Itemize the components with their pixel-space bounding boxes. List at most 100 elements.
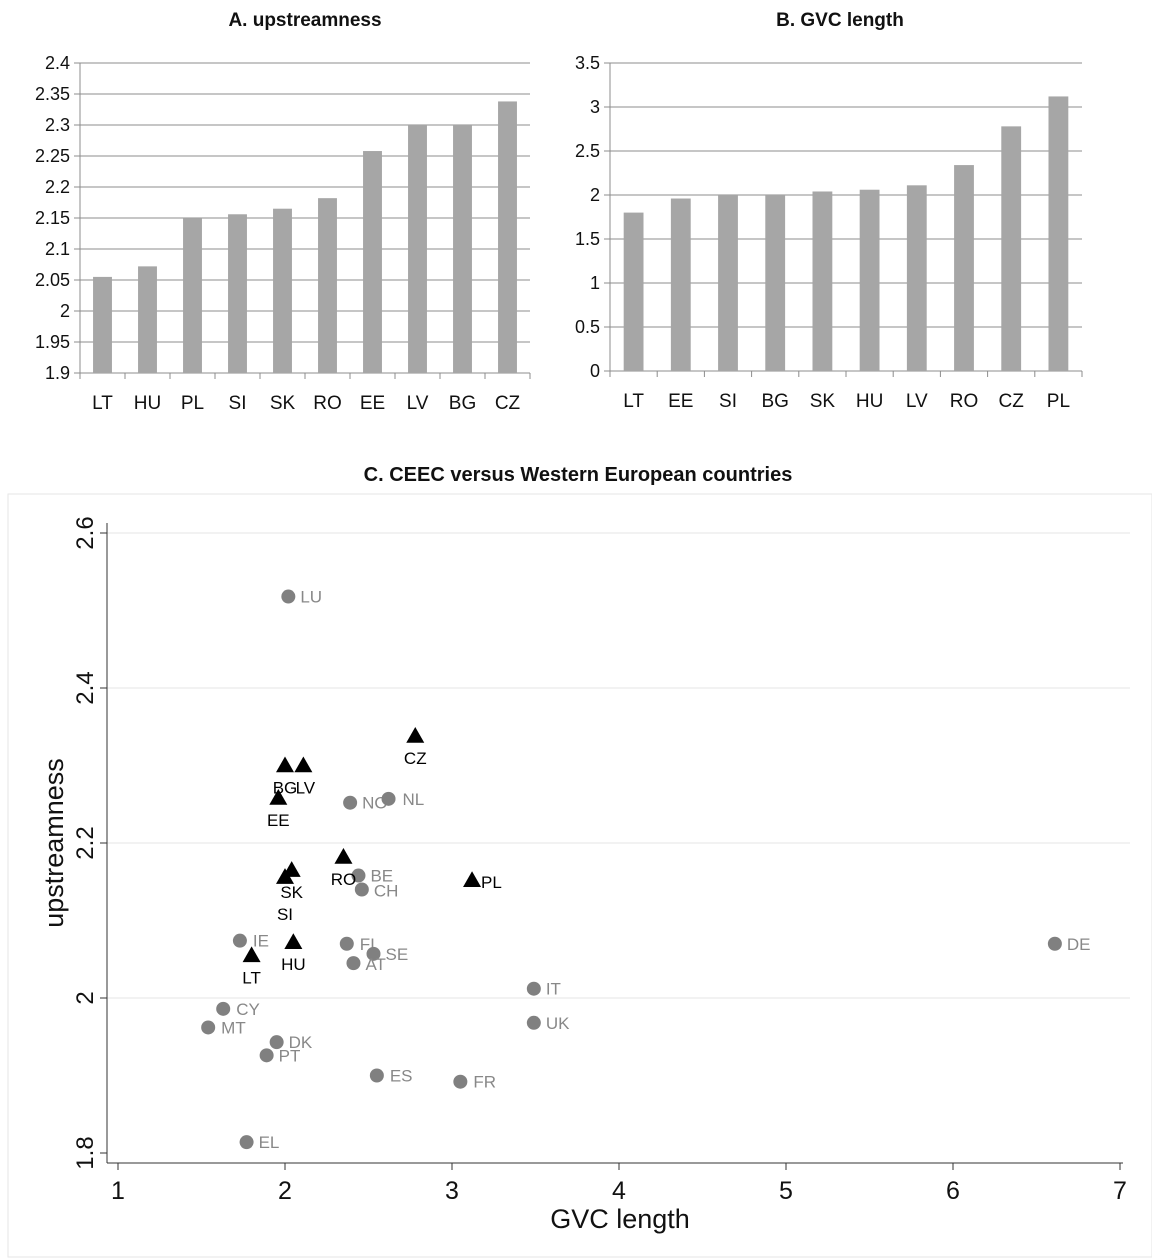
chart-b-bar-ee xyxy=(670,198,691,371)
chart-a-ytick-label: 2 xyxy=(60,301,70,321)
chart-c-point-lu xyxy=(281,589,296,604)
chart-a-bar-ro xyxy=(318,198,337,373)
chart-b-bar-pl xyxy=(1048,96,1069,371)
chart-c-point-ro xyxy=(334,847,353,864)
chart-a-bar-sk xyxy=(273,208,292,373)
chart-b-xtick-label: SK xyxy=(810,391,836,412)
chart-b-ytick-label: 1 xyxy=(590,273,600,293)
chart-c-point-bg xyxy=(276,756,294,773)
chart-c-point-label-ee: EE xyxy=(267,811,290,830)
chart-a-xtick-label: RO xyxy=(313,393,342,414)
chart-c-point-label-nl: NL xyxy=(403,790,425,809)
chart-c-point-label-cy: CY xyxy=(236,1000,260,1019)
chart-a-ytick-label: 1.95 xyxy=(35,332,70,352)
chart-a-xtick-label: SK xyxy=(270,393,296,414)
chart-c-point-ee xyxy=(269,789,288,805)
chart-c-point-label-be: BE xyxy=(370,867,393,886)
chart-c-point-uk xyxy=(526,1015,541,1030)
chart-c-xtick-label: 4 xyxy=(612,1177,626,1205)
chart-b-xtick-label: EE xyxy=(668,391,693,412)
chart-c-point-label-de: DE xyxy=(1067,935,1091,954)
chart-c-point-label-dk: DK xyxy=(289,1033,313,1052)
chart-a-ytick-label: 2.05 xyxy=(35,270,70,290)
chart-c-point-label-pl: PL xyxy=(481,873,502,892)
chart-c-point-es xyxy=(369,1068,384,1083)
chart-b-bar-lt xyxy=(623,212,644,371)
chart-b-ytick-label: 2 xyxy=(590,185,600,205)
chart-a-xtick-label: CZ xyxy=(495,393,521,414)
chart-c-point-label-uk: UK xyxy=(546,1014,570,1033)
chart-c-point-ch xyxy=(354,882,369,897)
chart-c-xtick-label: 7 xyxy=(1113,1177,1127,1205)
chart-c-point-label-no: NO xyxy=(362,794,388,813)
chart-b-xtick-label: PL xyxy=(1047,391,1070,412)
chart-a-xtick-label: LT xyxy=(92,393,113,414)
chart-c-point-label-pt: PT xyxy=(279,1046,301,1065)
chart-b-bar-si xyxy=(718,195,738,371)
chart-b-bar-lv xyxy=(906,185,927,371)
chart-b-bar-hu xyxy=(859,189,880,371)
chart-c-point-si xyxy=(276,868,294,884)
chart-a-ytick-label: 2.4 xyxy=(45,53,70,73)
chart-c-point-label-ro: RO xyxy=(331,870,357,889)
chart-b-xtick-label: LT xyxy=(623,391,644,412)
chart-c-point-label-si: SI xyxy=(277,905,293,924)
chart-a-ytick-label: 2.2 xyxy=(45,177,70,197)
chart-a-bar-bg xyxy=(453,125,472,373)
chart-c-ytick-label: 2.2 xyxy=(72,826,99,859)
chart-a-bar-lv xyxy=(408,125,427,373)
chart-a-xtick-label: LV xyxy=(407,393,429,414)
chart-a-xtick-label: EE xyxy=(360,393,385,414)
chart-a-ytick-label: 2.3 xyxy=(45,115,70,135)
chart-c-point-cz xyxy=(406,727,425,743)
chart-c-point-lv xyxy=(294,756,313,773)
chart-b-bar-sk xyxy=(812,191,833,371)
chart-b-xtick-label: CZ xyxy=(999,391,1025,412)
chart-a-ytick-label: 2.1 xyxy=(45,239,70,259)
chart-c-point-ie xyxy=(232,933,247,948)
chart-c-point-label-it: IT xyxy=(546,980,561,999)
chart-c-point-el xyxy=(239,1135,254,1150)
chart-a-xtick-label: SI xyxy=(229,393,247,414)
chart-b-xtick-label: HU xyxy=(856,391,883,412)
chart-b-xtick-label: BG xyxy=(761,391,788,412)
chart-c-point-label-lu: LU xyxy=(300,588,322,607)
chart-c-point-dk xyxy=(269,1035,284,1050)
chart-c-point-at xyxy=(346,956,361,971)
chart-c-xtick-label: 1 xyxy=(111,1177,125,1205)
chart-b-ytick-label: 0.5 xyxy=(575,317,600,337)
chart-b-bar-ro xyxy=(954,165,974,371)
chart-c-point-pt xyxy=(259,1048,274,1063)
chart-c-ytick-label: 2.6 xyxy=(72,516,99,549)
chart-c-point-label-ie: IE xyxy=(253,932,269,951)
chart-c-xtick-label: 3 xyxy=(445,1177,459,1205)
chart-a-bar-ee xyxy=(363,151,382,373)
chart-c-xtick-label: 2 xyxy=(278,1177,292,1205)
chart-a-xtick-label: BG xyxy=(449,393,476,414)
chart-c-point-label-cz: CZ xyxy=(404,749,427,768)
chart-b-xtick-label: RO xyxy=(950,391,979,412)
chart-c-y-axis-title: upstreamness xyxy=(39,758,69,928)
chart-a-ytick-label: 2.15 xyxy=(35,208,70,228)
chart-c-point-lt xyxy=(242,946,261,963)
chart-a-bar-lt xyxy=(93,276,112,373)
chart-c-point-no xyxy=(343,795,358,810)
chart-a-bar-si xyxy=(228,214,247,373)
chart-c-point-cy xyxy=(216,1001,231,1016)
chart-a-bar-cz xyxy=(498,101,517,373)
chart-b-ytick-label: 1.5 xyxy=(575,229,600,249)
chart-c-point-label-el: EL xyxy=(259,1133,280,1152)
chart-b-bar-cz xyxy=(1001,126,1022,371)
chart-b-ytick-label: 2.5 xyxy=(575,141,600,161)
chart-a-title: A. upstreamness xyxy=(228,10,382,31)
chart-a-ytick-label: 2.35 xyxy=(35,84,70,104)
chart-c-point-label-hu: HU xyxy=(281,955,306,974)
chart-c-point-hu xyxy=(284,933,303,949)
chart-c-point-label-at: AT xyxy=(365,955,385,974)
chart-c-ytick-label: 2 xyxy=(72,991,99,1004)
chart-c-ytick-label: 2.4 xyxy=(72,671,99,704)
chart-b-bar-bg xyxy=(765,195,786,371)
